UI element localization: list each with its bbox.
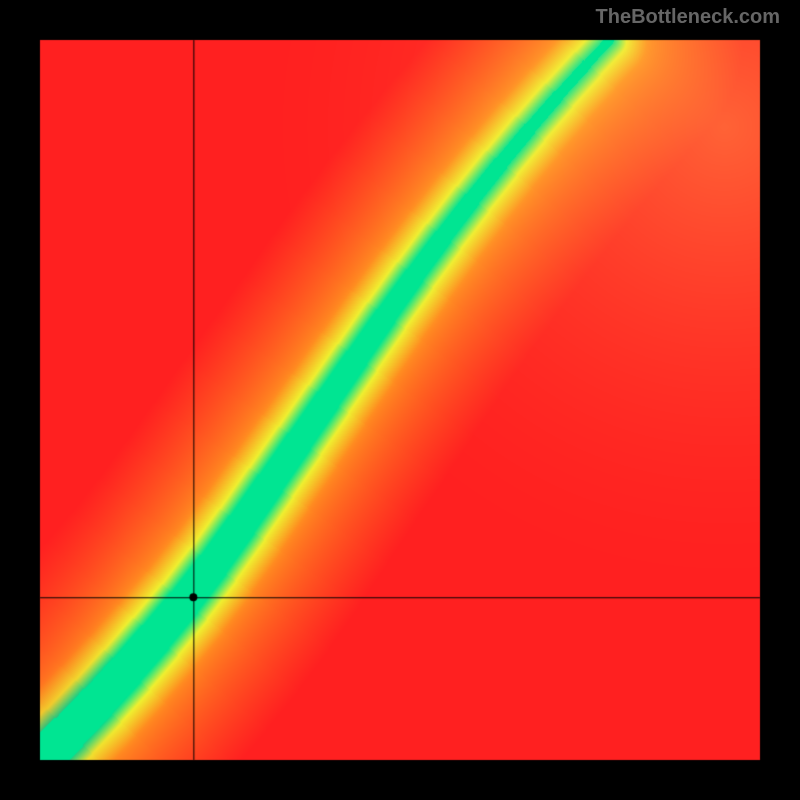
bottleneck-heatmap	[0, 0, 800, 800]
watermark-label: TheBottleneck.com	[596, 6, 780, 29]
